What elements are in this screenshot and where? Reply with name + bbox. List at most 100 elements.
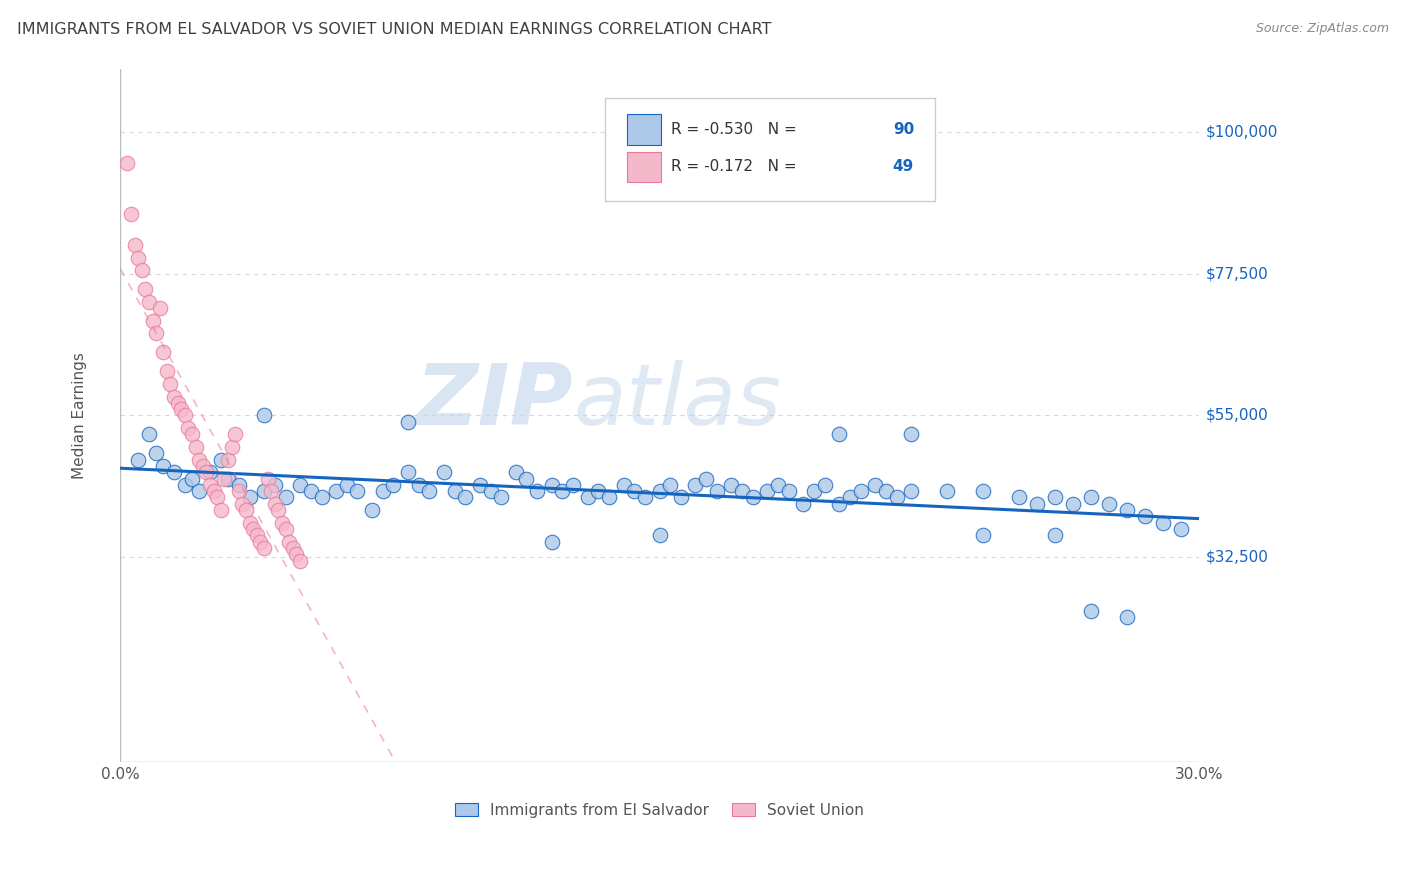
Text: Source: ZipAtlas.com: Source: ZipAtlas.com [1256, 22, 1389, 36]
Text: 90: 90 [893, 122, 914, 136]
Point [839, 491, 862, 505]
Point [491, 491, 513, 505]
Point [184, 440, 207, 454]
Point [468, 478, 491, 492]
Point [742, 491, 765, 505]
Point [1043, 528, 1066, 542]
Point [418, 484, 440, 499]
Point [249, 534, 271, 549]
Point [900, 427, 922, 442]
Point [173, 409, 195, 423]
Point [311, 491, 333, 505]
Point [170, 402, 193, 417]
Point [131, 263, 153, 277]
Point [408, 478, 430, 492]
Point [231, 497, 253, 511]
Point [195, 465, 218, 479]
Point [191, 458, 214, 473]
Point [159, 376, 181, 391]
Point [163, 465, 186, 479]
Point [256, 472, 278, 486]
Point [731, 484, 754, 499]
Point [209, 503, 232, 517]
Point [803, 484, 825, 499]
Point [163, 390, 186, 404]
Point [814, 478, 837, 492]
Point [127, 452, 149, 467]
Point [695, 472, 717, 486]
Point [1062, 497, 1084, 511]
Point [181, 427, 204, 442]
Point [152, 345, 174, 359]
Point [188, 484, 211, 499]
Point [263, 478, 285, 492]
Text: R = -0.530   N =: R = -0.530 N = [671, 122, 801, 136]
Point [371, 484, 394, 499]
Point [540, 478, 562, 492]
Point [134, 282, 156, 296]
Point [479, 484, 502, 499]
Point [972, 528, 994, 542]
Point [1043, 491, 1066, 505]
Point [235, 503, 257, 517]
Point [336, 478, 359, 492]
Point [260, 484, 283, 499]
Point [454, 491, 477, 505]
Point [124, 238, 146, 252]
Point [217, 452, 239, 467]
Point [325, 484, 347, 499]
Point [1080, 491, 1102, 505]
Point [138, 294, 160, 309]
Point [865, 478, 887, 492]
Point [198, 478, 221, 492]
Point [1026, 497, 1049, 511]
Point [972, 484, 994, 499]
Point [515, 472, 537, 486]
Point [828, 427, 851, 442]
Point [648, 484, 671, 499]
Point [540, 534, 562, 549]
Text: ZIP: ZIP [416, 360, 574, 443]
Point [875, 484, 897, 499]
Point [217, 472, 239, 486]
Point [120, 206, 142, 220]
Point [1116, 503, 1139, 517]
Point [288, 478, 311, 492]
Point [127, 251, 149, 265]
Point [166, 396, 188, 410]
Legend: Immigrants from El Salvador, Soviet Union: Immigrants from El Salvador, Soviet Unio… [449, 797, 870, 824]
Point [202, 484, 225, 499]
Point [242, 522, 264, 536]
Point [239, 516, 262, 530]
Point [1080, 604, 1102, 618]
Point [173, 478, 195, 492]
Point [1008, 491, 1031, 505]
Point [209, 452, 232, 467]
Point [766, 478, 789, 492]
Point [117, 156, 139, 170]
Point [1170, 522, 1192, 536]
Point [285, 547, 308, 561]
Point [253, 484, 276, 499]
Point [505, 465, 527, 479]
Point [756, 484, 779, 499]
Point [720, 478, 742, 492]
Point [299, 484, 322, 499]
Point [214, 472, 236, 486]
Point [382, 478, 405, 492]
Point [145, 326, 167, 341]
Point [433, 465, 456, 479]
Point [576, 491, 599, 505]
Point [1098, 497, 1121, 511]
Point [138, 427, 160, 442]
Point [271, 516, 294, 530]
Text: R = -0.172   N =: R = -0.172 N = [671, 160, 801, 174]
Point [685, 478, 707, 492]
Point [177, 421, 200, 435]
Text: IMMIGRANTS FROM EL SALVADOR VS SOVIET UNION MEDIAN EARNINGS CORRELATION CHART: IMMIGRANTS FROM EL SALVADOR VS SOVIET UN… [17, 22, 772, 37]
Point [936, 484, 959, 499]
Point [623, 484, 645, 499]
Text: $77,500: $77,500 [1206, 266, 1268, 281]
Text: atlas: atlas [574, 360, 782, 443]
Point [849, 484, 872, 499]
